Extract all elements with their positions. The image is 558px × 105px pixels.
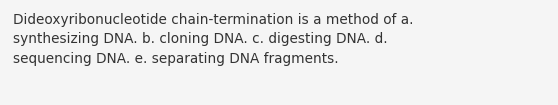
Text: Dideoxyribonucleotide chain-termination is a method of a.
synthesizing DNA. b. c: Dideoxyribonucleotide chain-termination … (13, 13, 413, 66)
